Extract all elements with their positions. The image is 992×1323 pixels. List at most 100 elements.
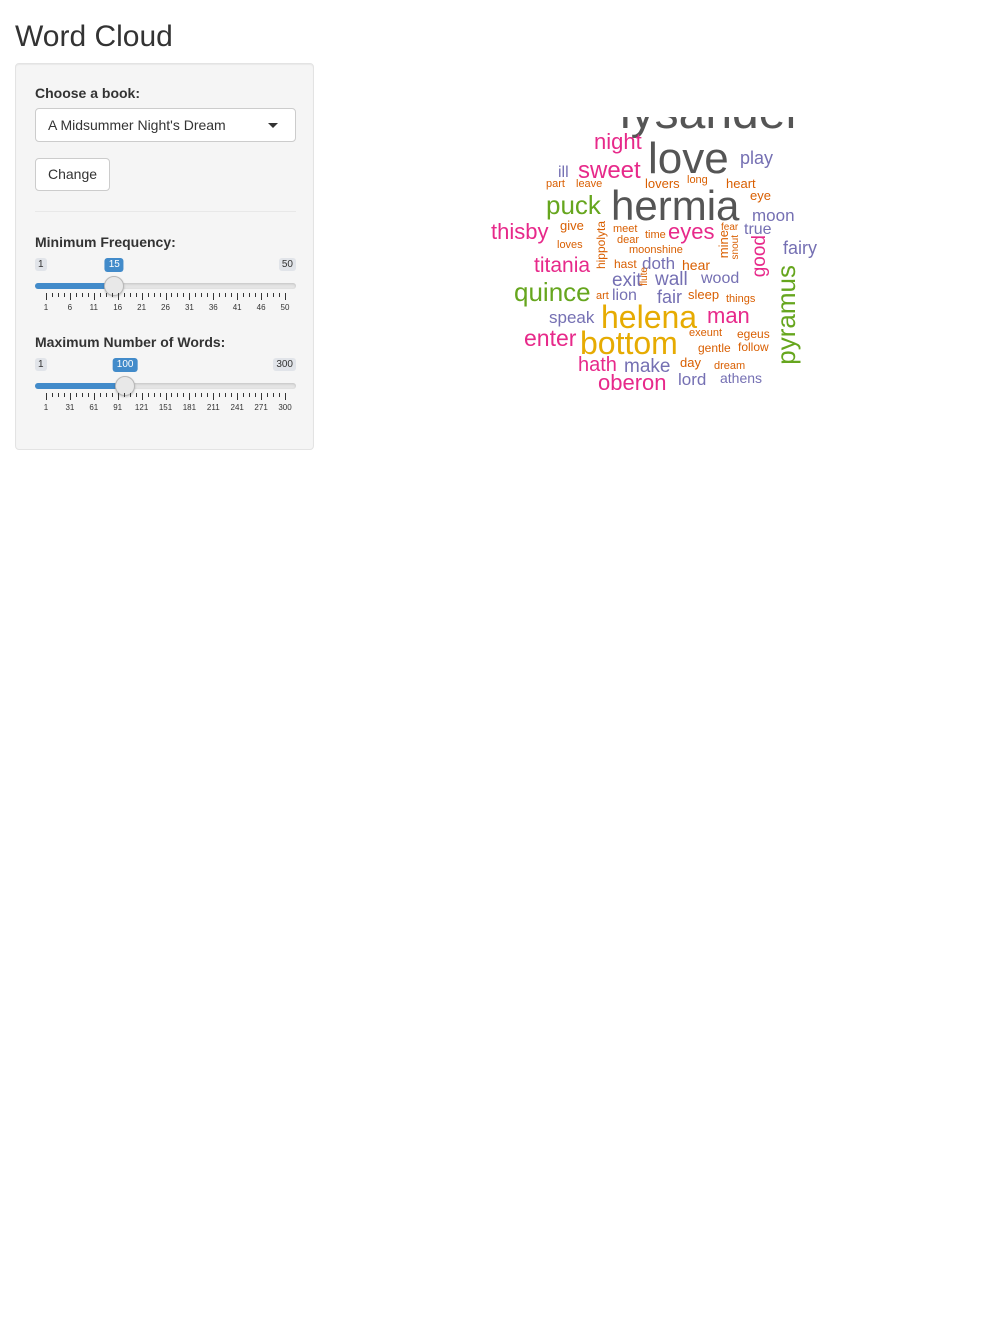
word-cloud-word: fair (657, 287, 683, 307)
slider-tick (279, 293, 281, 297)
word-cloud-word: sleep (688, 287, 720, 302)
slider-tick (231, 293, 233, 297)
slider-handle[interactable] (104, 276, 125, 296)
word-cloud-word: gentle (698, 341, 731, 355)
word-cloud-word: heart (726, 176, 756, 191)
slider-tick-label: 16 (113, 303, 123, 312)
word-cloud-word: man (707, 303, 750, 328)
slider-tick (237, 393, 239, 400)
word-cloud-word: day (680, 355, 701, 370)
slider-tick (189, 393, 191, 400)
slider-tick (195, 393, 197, 397)
word-cloud-word: puck (546, 190, 601, 220)
slider-fill (35, 383, 126, 389)
word-cloud-word: leave (576, 178, 603, 190)
slider-tick (177, 393, 179, 397)
book-select-label: Choose a book: (35, 85, 141, 101)
sidebar-panel: Choose a book: A Midsummer Night's Dream… (15, 63, 314, 450)
slider-tick (159, 293, 161, 297)
max-words-label: Maximum Number of Words: (35, 334, 226, 350)
slider-tick (273, 293, 275, 297)
slider-tick (105, 293, 107, 297)
word-cloud-word: eyes (668, 219, 715, 244)
word-cloud-word: moonshine (629, 244, 683, 256)
slider-tick (111, 293, 113, 297)
word-cloud-word: titania (534, 254, 591, 277)
slider-tick (165, 293, 167, 300)
slider-handle[interactable] (115, 376, 136, 396)
word-cloud-word: bottom (580, 325, 678, 361)
word-cloud-word: fairy (783, 238, 818, 258)
slider-tick-label: 91 (113, 403, 123, 412)
slider-tick-label: 50 (280, 303, 290, 312)
slider-track[interactable] (35, 283, 296, 289)
divider (35, 211, 296, 212)
word-cloud-word: art (596, 290, 609, 302)
word-cloud-word: helena (601, 299, 698, 335)
word-cloud-word: hippolyta (594, 221, 608, 270)
slider-tick-label: 11 (89, 303, 98, 312)
slider-tick-label: 21 (137, 303, 147, 312)
slider-tick (135, 393, 137, 397)
word-cloud-word: good (749, 235, 770, 278)
slider-tick (81, 393, 83, 397)
word-cloud-word: hast (614, 257, 637, 271)
slider-tick (201, 393, 203, 397)
slider-tick-label: 31 (65, 403, 75, 412)
word-cloud-word: give (560, 218, 584, 233)
word-cloud-word: lord (678, 370, 707, 389)
word-cloud-word: part (546, 178, 565, 190)
slider-tick (255, 393, 257, 397)
slider-tick (75, 393, 77, 397)
slider-tick (219, 293, 221, 297)
word-cloud-word: pyramus (771, 265, 801, 365)
slider-tick (75, 293, 77, 297)
slider-tick (243, 293, 245, 297)
slider-tick (51, 393, 53, 397)
book-select[interactable]: A Midsummer Night's Dream (35, 108, 296, 142)
word-cloud-word: hear (682, 257, 711, 273)
min-frequency-slider[interactable]: 1 50 15 1 6 11 16 21 26 31 36 41 46 50 (35, 258, 296, 328)
slider-tick (225, 393, 227, 397)
slider-tick (93, 393, 95, 400)
slider-tick-label: 151 (158, 403, 173, 412)
slider-track[interactable] (35, 383, 296, 389)
page-title: Word Cloud (15, 20, 173, 53)
slider-tick-label: 31 (184, 303, 194, 312)
max-words-slider[interactable]: 1 300 100 1 31 61 91 121 151 181 211 241 271 300 (35, 358, 296, 428)
word-cloud-word: ill (558, 164, 569, 181)
slider-tick-label: 6 (67, 303, 73, 312)
word-cloud-word: wall (655, 269, 688, 290)
slider-tick (279, 393, 281, 397)
slider-tick (165, 393, 167, 400)
slider-max-label: 50 (278, 258, 296, 271)
word-cloud-word: exeunt (689, 327, 723, 339)
word-cloud-word: wood (701, 270, 740, 287)
word-cloud-word: eye (750, 188, 771, 203)
slider-tick (129, 293, 131, 297)
slider-tick (213, 393, 215, 400)
slider-value-label: 15 (104, 258, 124, 272)
slider-tick (171, 293, 173, 297)
slider-fill (35, 283, 115, 289)
word-cloud-word: lion (612, 287, 637, 304)
change-button[interactable]: Change (35, 158, 110, 191)
slider-tick (46, 393, 47, 400)
slider-tick (123, 293, 125, 297)
slider-tick (261, 293, 263, 300)
slider-tick (267, 293, 269, 297)
slider-tick (117, 293, 119, 300)
word-cloud-word: thisby (491, 219, 549, 244)
slider-tick-label: 61 (89, 403, 99, 412)
slider-tick (87, 293, 89, 297)
slider-tick (231, 393, 233, 397)
slider-tick (57, 293, 59, 297)
word-cloud-word: hermia (611, 182, 740, 229)
word-cloud-word: loves (557, 239, 583, 251)
word-cloud-word: sweet (578, 157, 641, 184)
slider-tick-label: 1 (43, 403, 49, 412)
slider-tick (189, 293, 191, 300)
slider-tick (147, 393, 149, 397)
word-cloud-word: long (687, 174, 708, 186)
word-cloud-word: egeus (737, 327, 770, 341)
